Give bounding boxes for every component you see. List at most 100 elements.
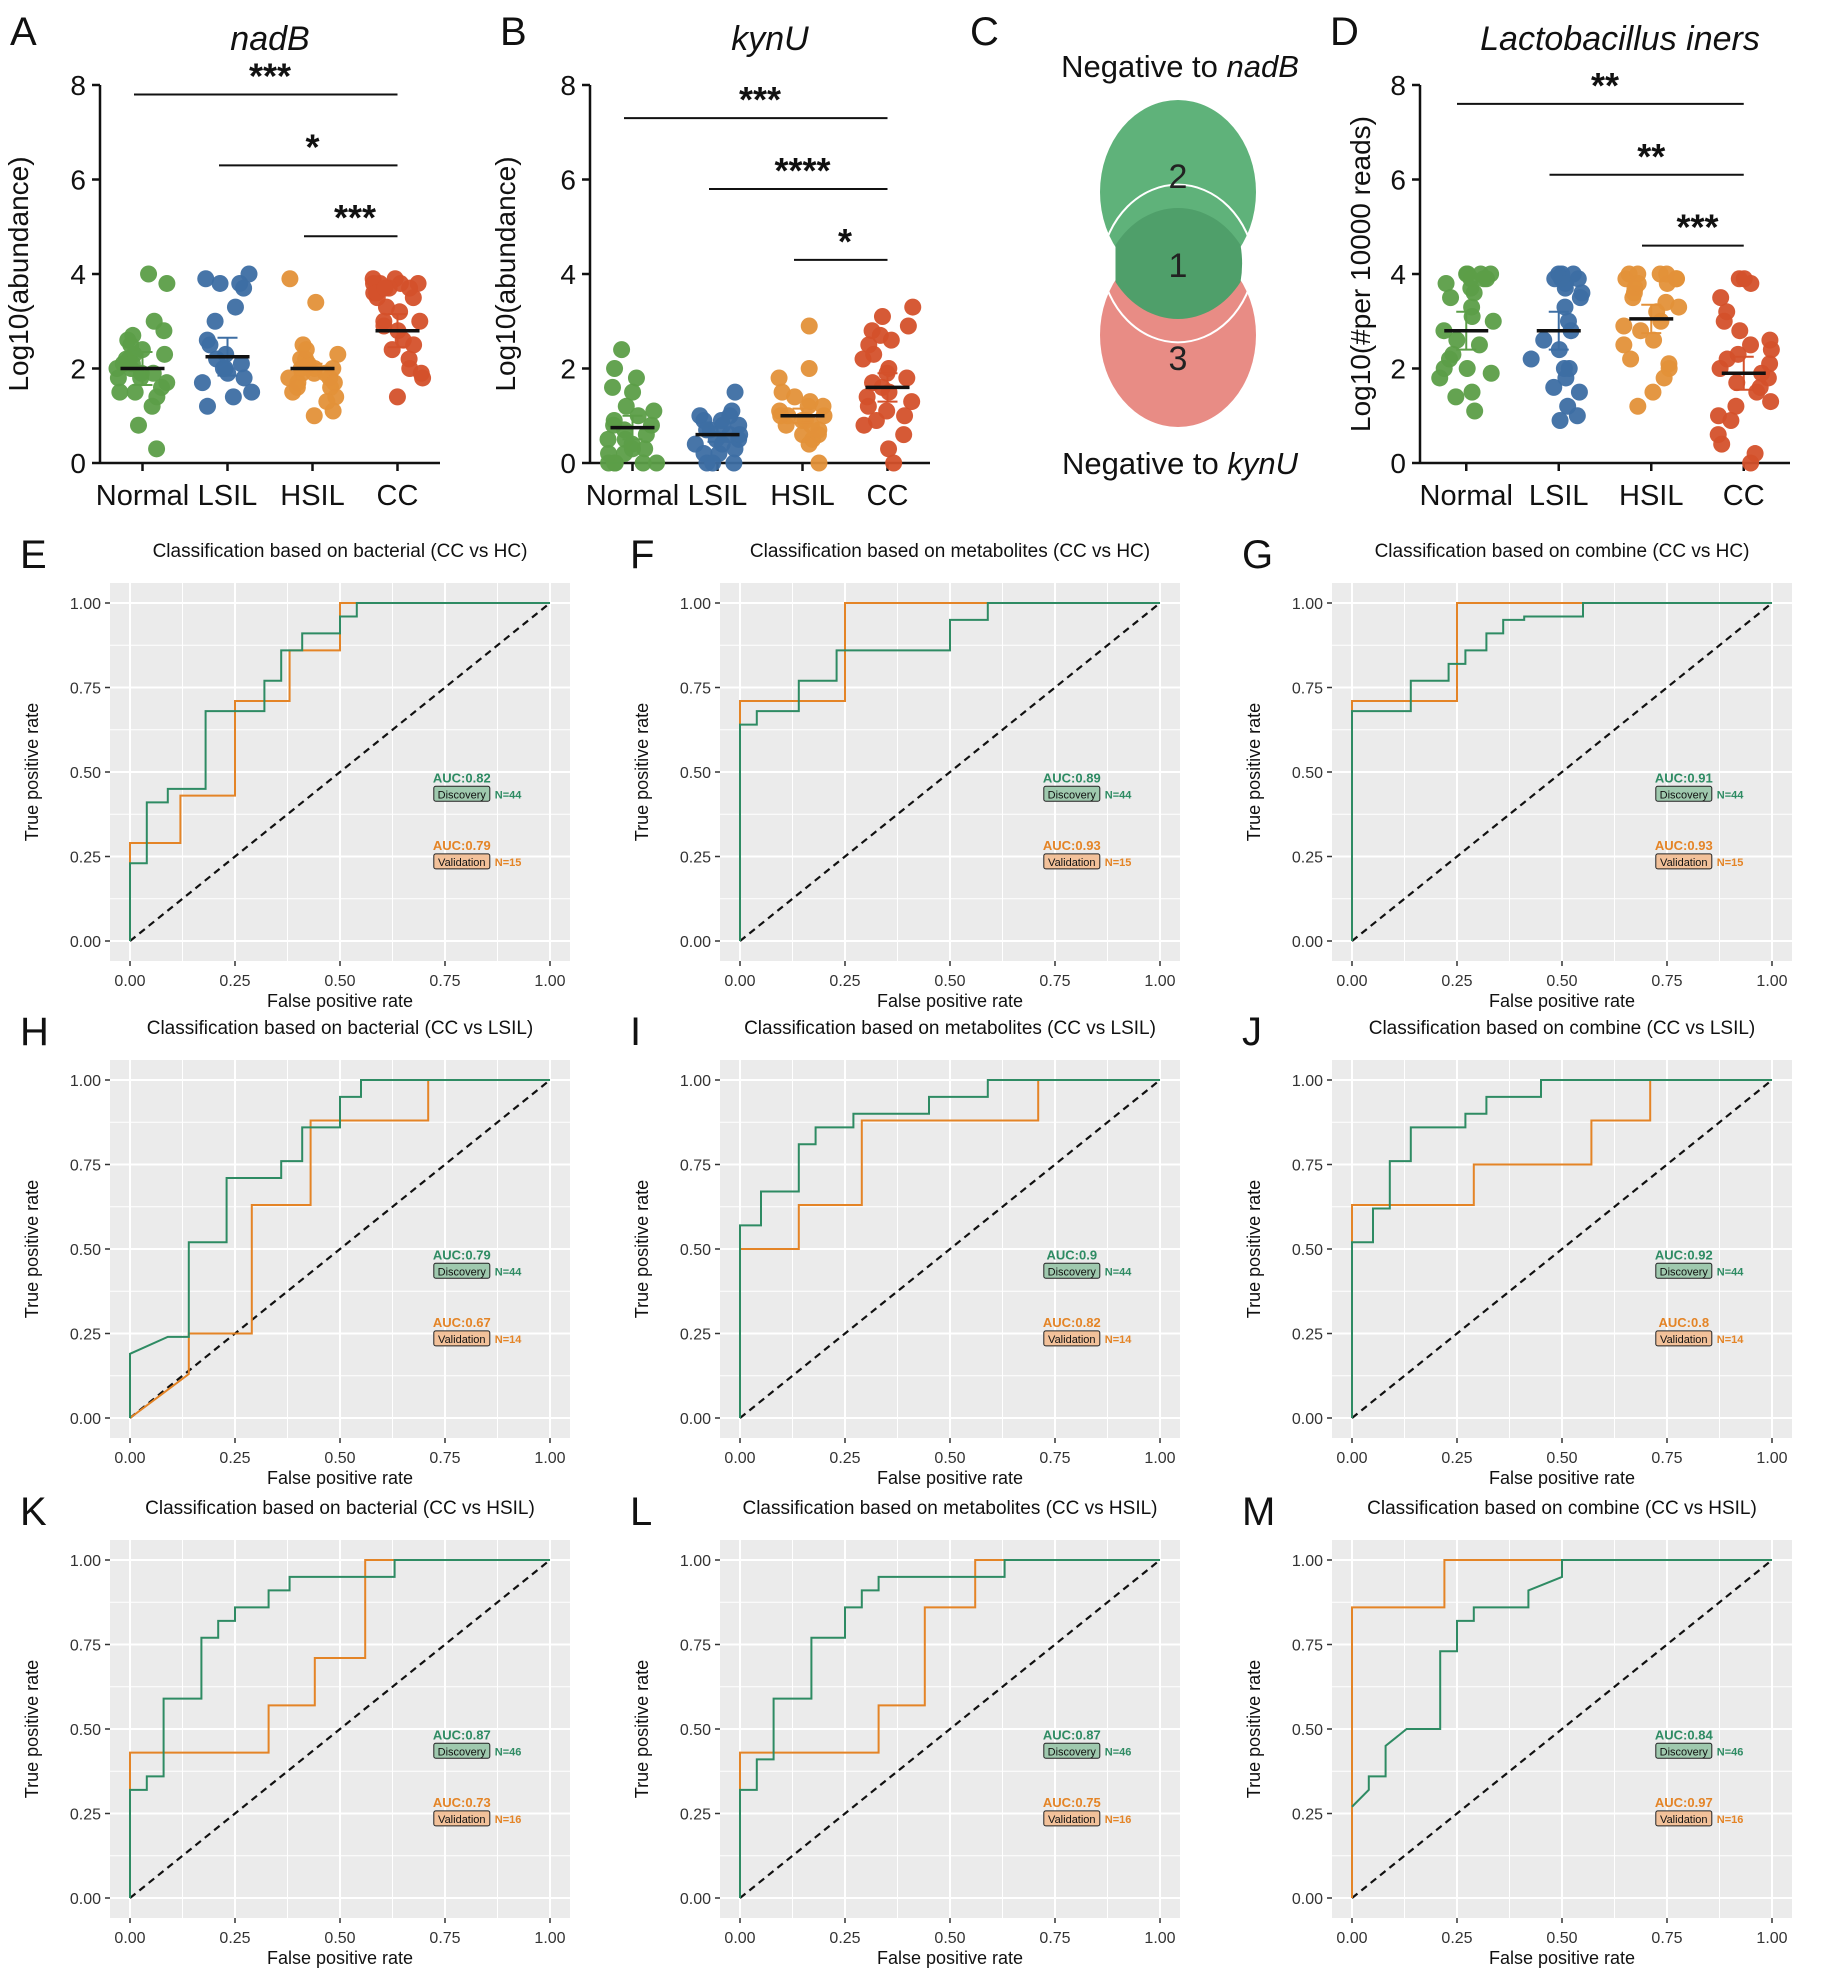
data-point bbox=[802, 416, 820, 434]
n-discovery: N=44 bbox=[495, 789, 522, 801]
data-point bbox=[318, 393, 336, 411]
x-tick-label: 0.50 bbox=[324, 1450, 355, 1467]
data-point bbox=[1715, 312, 1733, 330]
auc-discovery: AUC:0.89 bbox=[1043, 770, 1101, 785]
panel-title: kynU bbox=[731, 20, 809, 58]
roc-curve-discovery bbox=[1351, 602, 1772, 941]
auc-validation: AUC:0.97 bbox=[1655, 1795, 1713, 1810]
auc-discovery: AUC:0.82 bbox=[433, 770, 491, 785]
y-tick-label: 4 bbox=[70, 259, 86, 290]
x-tick-label: 0.25 bbox=[829, 1930, 860, 1947]
validation-badge bbox=[1043, 853, 1101, 870]
y-tick-label: 0.25 bbox=[680, 1807, 711, 1824]
y-tick-label: 2 bbox=[560, 354, 576, 385]
roc-title: Classification based on metabolites (CC … bbox=[742, 1498, 1157, 1519]
data-point bbox=[129, 416, 147, 434]
venn-outline bbox=[1100, 183, 1256, 263]
x-tick-label: LSIL bbox=[1529, 480, 1589, 512]
y-axis-label: True positive rate bbox=[632, 1660, 652, 1798]
x-tick-label: 1.00 bbox=[1756, 1930, 1787, 1947]
data-point bbox=[712, 411, 730, 429]
y-tick-label: 0.50 bbox=[1292, 1242, 1323, 1259]
n-validation: N=15 bbox=[495, 857, 522, 869]
data-point bbox=[873, 308, 891, 326]
y-tick-label: 0.00 bbox=[680, 1891, 711, 1908]
y-tick-label: 8 bbox=[1390, 70, 1406, 101]
validation-badge-label: Validation bbox=[1048, 1814, 1096, 1826]
panel-letter: D bbox=[1330, 10, 1359, 54]
venn-count-nadb-only: 2 bbox=[1169, 158, 1188, 196]
data-point bbox=[391, 303, 409, 321]
x-tick-label: HSIL bbox=[770, 480, 834, 512]
data-point bbox=[1463, 383, 1481, 401]
n-validation: N=14 bbox=[1105, 1334, 1132, 1346]
data-point bbox=[412, 364, 430, 382]
roc-title: Classification based on bacterial (CC vs… bbox=[145, 1498, 535, 1519]
data-point bbox=[814, 397, 832, 415]
x-tick-label: 0.50 bbox=[934, 973, 965, 990]
roc-title: Classification based on bacterial (CC vs… bbox=[147, 1018, 534, 1039]
x-tick-label: 0.00 bbox=[114, 1450, 145, 1467]
reference-diagonal bbox=[129, 602, 551, 942]
x-tick-label: 0.75 bbox=[429, 1930, 460, 1947]
validation-badge bbox=[1043, 1330, 1101, 1347]
roc-curve-validation bbox=[1351, 1559, 1772, 1898]
y-tick-label: 0.00 bbox=[70, 934, 101, 951]
validation-badge-label: Validation bbox=[1048, 1334, 1096, 1346]
roc-panel-k: K Classification based on bacterial (CC v… bbox=[20, 1490, 570, 1968]
y-axis-label: True positive rate bbox=[22, 1180, 42, 1318]
roc-curve-validation bbox=[129, 602, 550, 941]
y-axis-label: True positive rate bbox=[22, 703, 42, 841]
x-tick-label: 1.00 bbox=[1756, 973, 1787, 990]
data-point bbox=[1465, 284, 1483, 302]
y-tick-label: 0.25 bbox=[680, 1327, 711, 1344]
n-discovery: N=46 bbox=[495, 1746, 522, 1758]
data-point bbox=[704, 454, 722, 472]
y-tick-label: 0.75 bbox=[680, 681, 711, 698]
data-point bbox=[800, 360, 818, 377]
y-tick-label: 0 bbox=[70, 448, 86, 479]
auc-validation: AUC:0.73 bbox=[433, 1795, 491, 1810]
data-point bbox=[148, 440, 166, 458]
data-point bbox=[1555, 360, 1573, 377]
data-point bbox=[898, 369, 916, 387]
y-axis-label: True positive rate bbox=[1244, 703, 1264, 841]
data-point bbox=[1761, 355, 1779, 373]
n-validation: N=15 bbox=[1105, 857, 1132, 869]
x-axis-label: False positive rate bbox=[1489, 1468, 1635, 1488]
x-tick-label: 0.00 bbox=[724, 1450, 755, 1467]
data-point bbox=[1652, 312, 1670, 330]
x-tick-label: 0.00 bbox=[114, 973, 145, 990]
discovery-badge-label: Discovery bbox=[438, 1746, 487, 1758]
x-tick-label: 0.25 bbox=[1441, 1450, 1472, 1467]
data-point bbox=[691, 407, 709, 425]
y-tick-label: 0.25 bbox=[1292, 850, 1323, 867]
roc-curve-discovery bbox=[739, 1559, 1160, 1898]
n-validation: N=14 bbox=[1717, 1334, 1744, 1346]
x-tick-label: 0.25 bbox=[829, 1450, 860, 1467]
x-tick-label: 0.25 bbox=[1441, 973, 1472, 990]
roc-curve-discovery bbox=[129, 602, 550, 941]
reference-diagonal bbox=[739, 602, 1161, 942]
x-tick-label: 1.00 bbox=[1144, 1930, 1175, 1947]
data-point bbox=[156, 345, 174, 363]
roc-title: Classification based on metabolites (CC … bbox=[750, 541, 1150, 562]
y-tick-label: 4 bbox=[560, 259, 576, 290]
y-tick-label: 0.25 bbox=[1292, 1327, 1323, 1344]
x-tick-label: 0.75 bbox=[1651, 1930, 1682, 1947]
x-tick-label: 0.50 bbox=[1546, 1930, 1577, 1947]
x-tick-label: 0.75 bbox=[429, 1450, 460, 1467]
x-tick-label: HSIL bbox=[1619, 480, 1683, 512]
data-point bbox=[1444, 345, 1462, 363]
panel-title: nadB bbox=[230, 20, 309, 58]
data-point bbox=[1435, 322, 1453, 340]
n-discovery: N=44 bbox=[495, 1266, 522, 1278]
auc-discovery: AUC:0.92 bbox=[1655, 1247, 1713, 1262]
roc-panel-h: H Classification based on bacterial (CC v… bbox=[20, 1010, 570, 1488]
y-axis-label: True positive rate bbox=[632, 1180, 652, 1318]
x-tick-label: 0.75 bbox=[1651, 973, 1682, 990]
data-point bbox=[1660, 355, 1678, 373]
panel-letter: C bbox=[970, 10, 999, 54]
n-validation: N=15 bbox=[1717, 857, 1744, 869]
